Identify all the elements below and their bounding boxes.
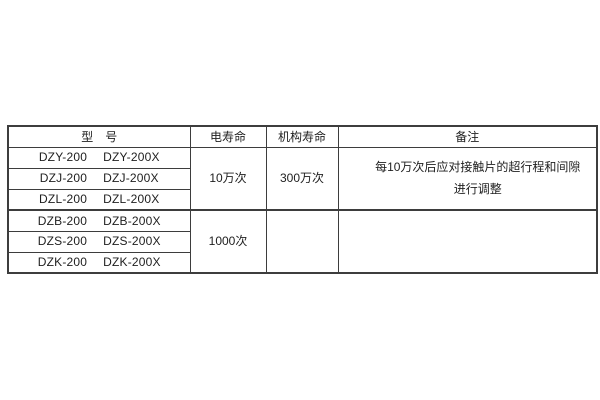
electrical-life-cell-group2: 1000次 — [189, 209, 267, 274]
model-name-x: DZS-200X — [103, 234, 161, 249]
spec-table: 型 号 电寿命 机构寿命 备注 DZY-200 DZY-200X 10万次 300… — [7, 125, 598, 274]
header-electrical-life: 电寿命 — [189, 125, 267, 148]
table-row-dzk: DZK-200 DZK-200X — [7, 251, 597, 274]
header-mechanical-life: 机构寿命 — [265, 125, 339, 148]
remark-line-1: 每10万次后应对接触片的超行程和间隙 — [375, 160, 581, 175]
model-name-x: DZJ-200X — [103, 171, 159, 186]
table-row-dzy: DZY-200 DZY-200X 10万次 300万次 每10万次后应对接触片的超… — [7, 146, 598, 211]
model-name: DZJ-200 — [39, 171, 88, 186]
model-cell-dzb: DZB-200 DZB-200X — [7, 209, 191, 232]
model-name-x: DZL-200X — [103, 192, 160, 207]
remark-cell-group2 — [337, 209, 598, 274]
model-name: DZK-200 — [37, 255, 88, 270]
model-cell-dzj: DZJ-200 DZJ-200X — [7, 167, 191, 190]
table-row-dzj: DZJ-200 DZJ-200X — [7, 167, 597, 190]
model-cell-dzk: DZK-200 DZK-200X — [7, 251, 191, 274]
table-row-dzl: DZL-200 DZL-200X — [7, 188, 597, 211]
model-name-x: DZK-200X — [103, 255, 161, 270]
model-cell-dzs: DZS-200 DZS-200X — [7, 230, 191, 253]
header-model: 型 号 — [7, 125, 191, 148]
remark-line-2: 进行调整 — [453, 182, 502, 197]
model-name: DZB-200 — [37, 213, 88, 228]
mechanical-life-cell-group2 — [265, 209, 339, 274]
mechanical-life-cell-group1: 300万次 — [265, 146, 339, 211]
model-name-x: DZY-200X — [103, 150, 160, 165]
model-name: DZL-200 — [39, 192, 88, 207]
model-name-x: DZB-200X — [103, 213, 161, 228]
header-row: 型 号 电寿命 机构寿命 备注 — [7, 125, 598, 148]
table-row-dzb: DZB-200 DZB-200X 1000次 — [7, 209, 598, 274]
model-cell-dzy: DZY-200 DZY-200X — [7, 146, 191, 169]
electrical-life-cell-group1: 10万次 — [189, 146, 267, 211]
model-name: DZY-200 — [38, 150, 88, 165]
model-cell-dzl: DZL-200 DZL-200X — [7, 188, 191, 211]
remark-cell-group1: 每10万次后应对接触片的超行程和间隙 进行调整 — [337, 146, 598, 211]
header-remark: 备注 — [337, 125, 598, 148]
model-name: DZS-200 — [37, 234, 88, 249]
